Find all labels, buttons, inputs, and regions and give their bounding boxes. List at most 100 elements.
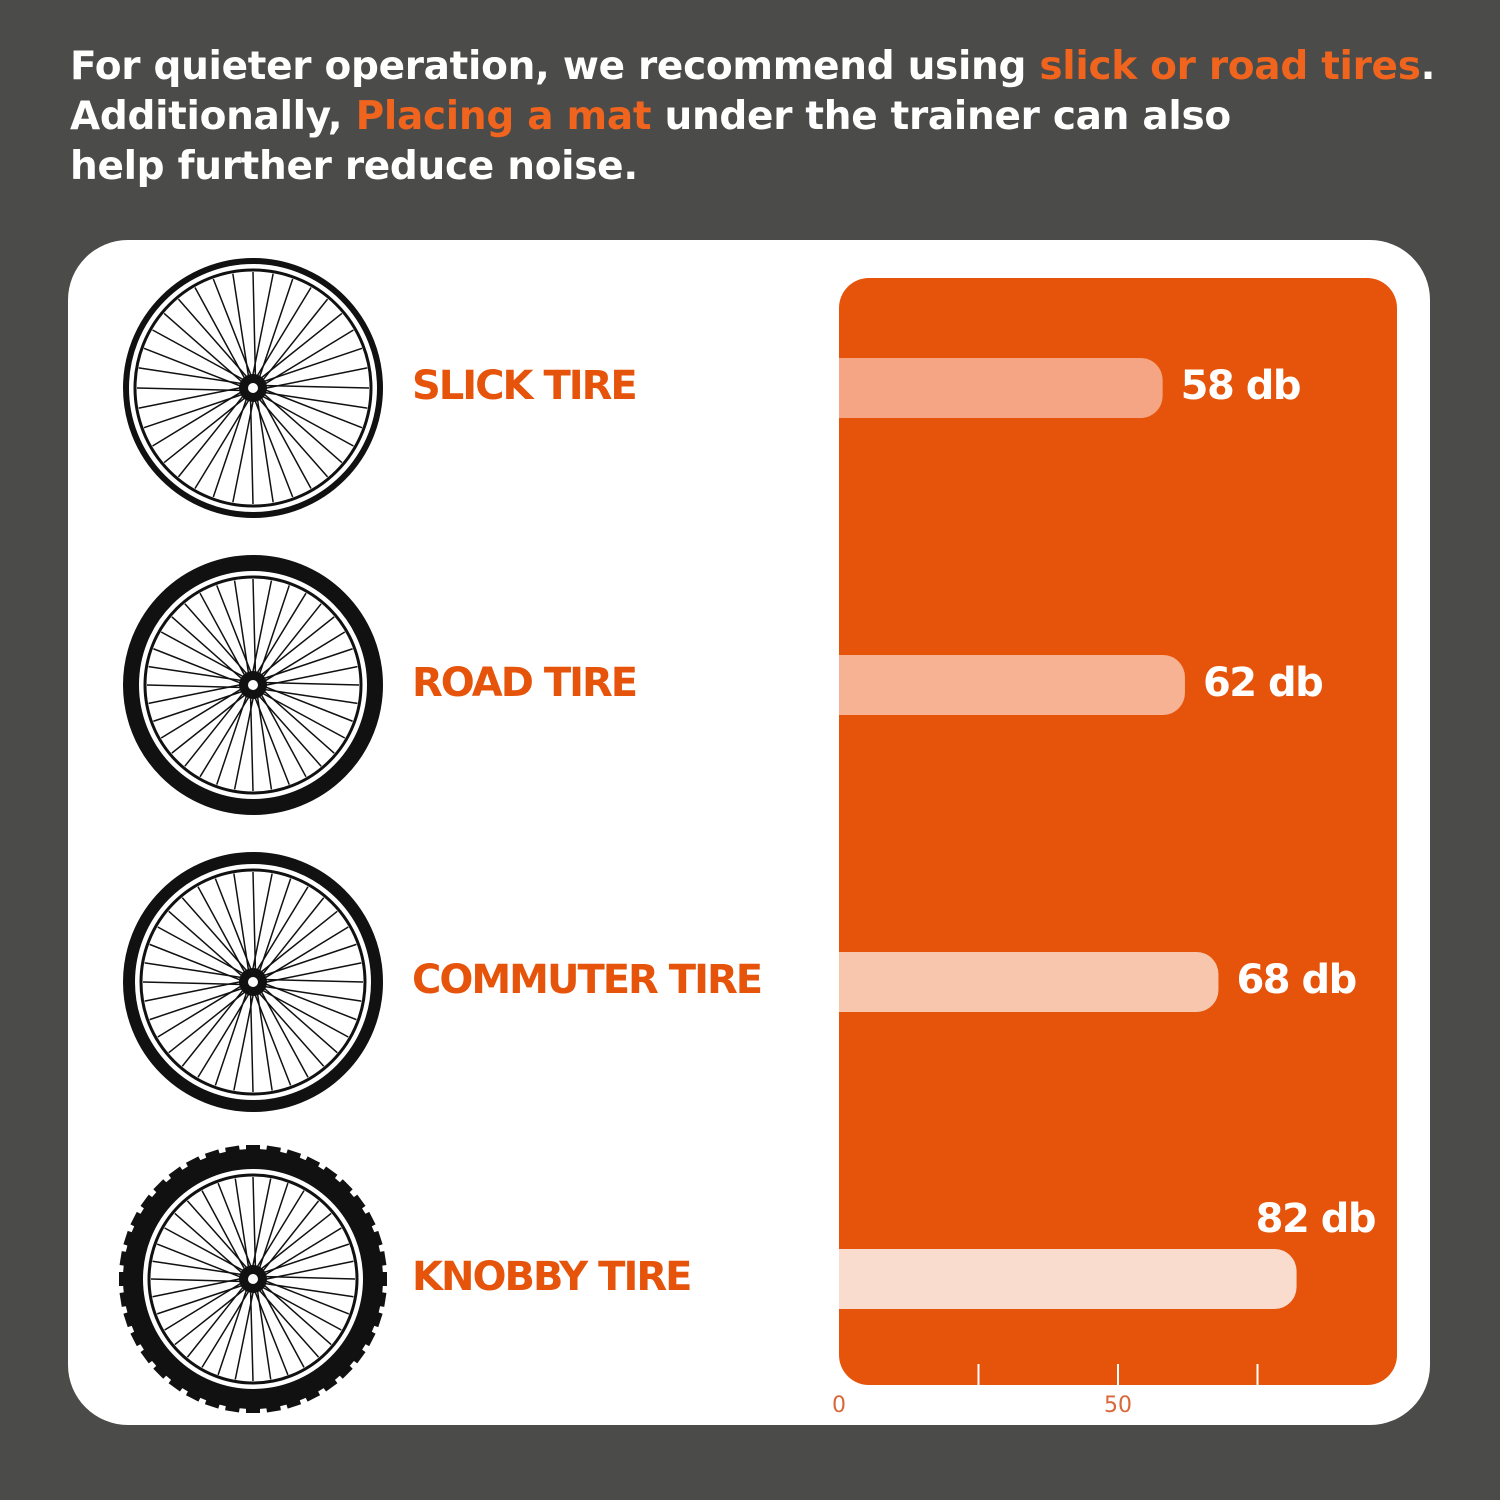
bar xyxy=(839,1249,1297,1309)
spoke xyxy=(259,394,312,489)
spoke xyxy=(156,1283,245,1315)
spoke xyxy=(199,592,247,679)
spoke xyxy=(199,694,251,778)
wheel-icon xyxy=(119,1145,387,1413)
wheel-icon xyxy=(123,852,383,1112)
spoke xyxy=(261,688,335,754)
header-text: . xyxy=(1420,44,1436,89)
spoke xyxy=(255,287,312,379)
spoke xyxy=(171,692,248,754)
value-label: 68 db xyxy=(1236,957,1355,1003)
spoke xyxy=(256,694,273,790)
spoke xyxy=(232,273,250,380)
spoke xyxy=(171,616,245,682)
spoke xyxy=(261,1243,350,1275)
header: For quieter operation, we recommend usin… xyxy=(70,42,1435,192)
spoke xyxy=(233,580,250,676)
spoke xyxy=(259,988,309,1078)
spoke xyxy=(256,991,273,1091)
spoke xyxy=(142,981,244,986)
spoke xyxy=(262,685,353,722)
spoke xyxy=(174,1212,245,1276)
spoke xyxy=(163,395,248,464)
spoke xyxy=(261,985,338,1054)
spoke xyxy=(255,592,307,676)
header-text: under the trainer can also xyxy=(651,94,1231,139)
spoke xyxy=(233,991,255,1091)
spoke xyxy=(153,689,245,722)
category-label: KNOBBY TIRE xyxy=(412,1254,690,1300)
spoke xyxy=(233,873,250,973)
highlight-text: Placing a mat xyxy=(355,94,652,139)
spoke xyxy=(143,392,245,429)
spoke xyxy=(143,347,244,388)
category-label: ROAD TIRE xyxy=(412,660,636,706)
spoke xyxy=(251,273,274,379)
tire xyxy=(123,555,383,815)
rim xyxy=(139,868,367,1096)
value-label: 82 db xyxy=(1256,1196,1375,1242)
spoke xyxy=(262,1260,354,1281)
spoke xyxy=(168,910,245,979)
header-text: Additionally, xyxy=(70,94,356,139)
value-label: 62 db xyxy=(1203,660,1322,706)
spoke xyxy=(136,387,244,392)
spoke xyxy=(232,397,255,503)
spoke xyxy=(234,1178,250,1270)
spoke xyxy=(261,347,363,384)
spoke xyxy=(261,1282,332,1346)
spoke xyxy=(256,1288,272,1380)
spoke xyxy=(261,648,353,681)
value-label: 58 db xyxy=(1181,363,1300,409)
hub-center xyxy=(248,383,258,393)
header-line: For quieter operation, we recommend usin… xyxy=(70,42,1435,92)
spoke xyxy=(251,580,273,676)
hub-center xyxy=(248,1274,258,1284)
spoke xyxy=(255,1190,305,1270)
rim xyxy=(147,1173,359,1385)
spoke xyxy=(258,312,343,381)
spoke xyxy=(234,1288,255,1380)
hub-center xyxy=(248,977,258,987)
spoke xyxy=(262,665,358,687)
spoke xyxy=(201,1190,247,1273)
spoke xyxy=(262,982,357,1021)
spoke xyxy=(197,991,251,1078)
spoke xyxy=(197,886,247,976)
spoke xyxy=(258,616,335,678)
wheel-icon xyxy=(123,258,383,518)
spoke xyxy=(251,873,273,973)
spoke xyxy=(174,1286,248,1346)
spoke xyxy=(201,1288,251,1368)
rim xyxy=(143,575,363,795)
spoke xyxy=(194,397,251,489)
category-label: COMMUTER TIRE xyxy=(412,957,761,1003)
header-text: For quieter operation, we recommend usin… xyxy=(70,44,1040,89)
spoke xyxy=(256,396,274,503)
spoke xyxy=(153,648,244,685)
spoke xyxy=(262,962,362,984)
bar xyxy=(839,952,1219,1012)
spoke xyxy=(168,989,248,1054)
spoke xyxy=(149,986,245,1021)
highlight-text: slick or road tires xyxy=(1039,44,1421,89)
spoke xyxy=(258,1212,332,1272)
header-line: Additionally, Placing a mat under the tr… xyxy=(70,92,1435,142)
spoke xyxy=(262,388,363,429)
spoke xyxy=(259,691,307,778)
rim xyxy=(133,268,373,508)
plot-panel xyxy=(839,278,1397,1385)
header-line: help further reduce noise. xyxy=(70,142,1435,192)
spoke xyxy=(149,943,244,982)
spoke xyxy=(262,1279,350,1315)
spoke xyxy=(262,367,368,390)
spoke xyxy=(259,1285,305,1368)
hub-center xyxy=(248,680,258,690)
bar xyxy=(839,358,1163,418)
spoke xyxy=(156,1243,244,1279)
category-label: SLICK TIRE xyxy=(412,363,636,409)
tire xyxy=(123,852,383,1112)
spoke xyxy=(194,287,247,382)
